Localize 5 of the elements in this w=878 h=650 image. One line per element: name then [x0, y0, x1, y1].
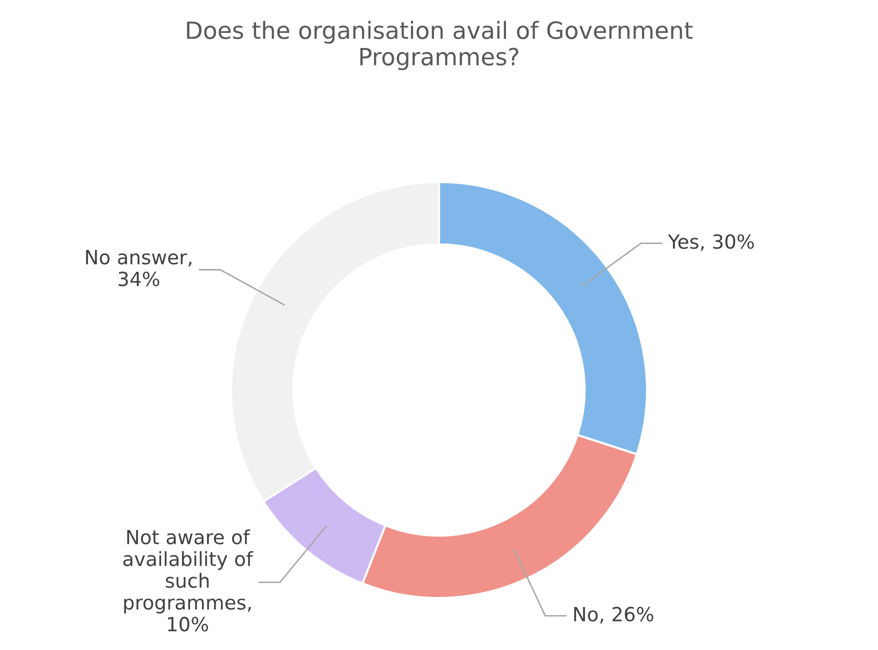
slice-label: Yes, 30% [668, 234, 754, 251]
chart-title: Does the organisation avail of Government Programmes? [187, 20, 693, 70]
slice-label: No, 26% [574, 606, 654, 624]
slice-label: Not aware of availability of such programmes, 10% [123, 529, 254, 632]
slice-label: No answer, 34% [86, 250, 192, 286]
